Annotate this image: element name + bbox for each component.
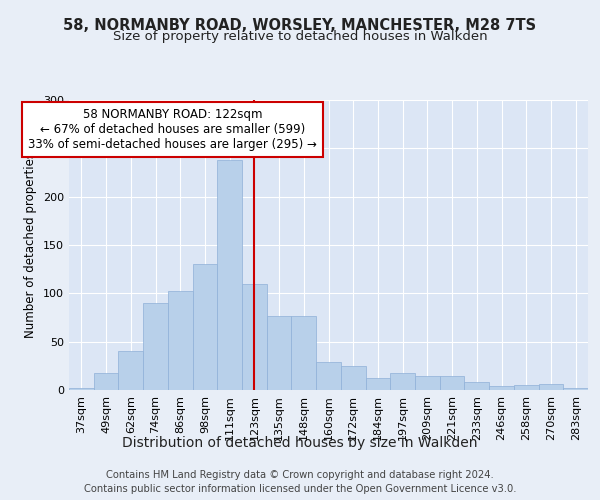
Bar bbox=[118, 352, 143, 390]
Text: 58 NORMANBY ROAD: 122sqm
← 67% of detached houses are smaller (599)
33% of semi-: 58 NORMANBY ROAD: 122sqm ← 67% of detach… bbox=[28, 108, 317, 150]
Text: Distribution of detached houses by size in Walkden: Distribution of detached houses by size … bbox=[122, 436, 478, 450]
Bar bbox=[217, 160, 242, 390]
Bar bbox=[267, 316, 292, 390]
Bar bbox=[415, 376, 440, 390]
Bar bbox=[489, 386, 514, 390]
Bar bbox=[390, 372, 415, 390]
Bar bbox=[168, 292, 193, 390]
Bar bbox=[94, 372, 118, 390]
Text: Contains HM Land Registry data © Crown copyright and database right 2024.: Contains HM Land Registry data © Crown c… bbox=[106, 470, 494, 480]
Bar bbox=[440, 376, 464, 390]
Bar bbox=[341, 366, 365, 390]
Bar bbox=[514, 385, 539, 390]
Bar bbox=[193, 264, 217, 390]
Y-axis label: Number of detached properties: Number of detached properties bbox=[25, 152, 37, 338]
Bar bbox=[292, 316, 316, 390]
Bar bbox=[69, 388, 94, 390]
Bar bbox=[316, 362, 341, 390]
Bar bbox=[539, 384, 563, 390]
Text: Size of property relative to detached houses in Walkden: Size of property relative to detached ho… bbox=[113, 30, 487, 43]
Bar bbox=[143, 303, 168, 390]
Bar bbox=[365, 378, 390, 390]
Bar bbox=[464, 382, 489, 390]
Text: 58, NORMANBY ROAD, WORSLEY, MANCHESTER, M28 7TS: 58, NORMANBY ROAD, WORSLEY, MANCHESTER, … bbox=[64, 18, 536, 32]
Text: Contains public sector information licensed under the Open Government Licence v3: Contains public sector information licen… bbox=[84, 484, 516, 494]
Bar bbox=[242, 284, 267, 390]
Bar bbox=[563, 388, 588, 390]
